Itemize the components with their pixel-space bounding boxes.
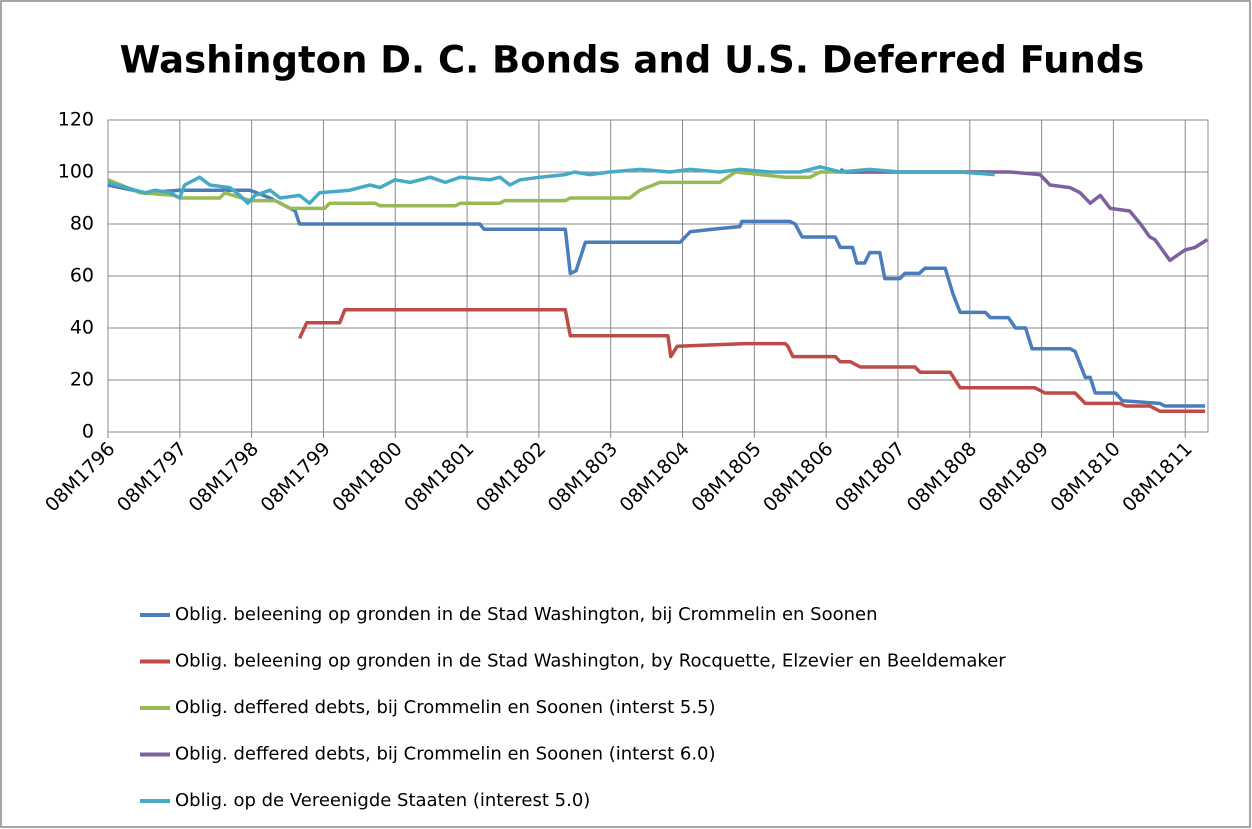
series-line: [107, 165, 995, 205]
legend-label: Oblig. op de Vereenigde Staaten (interes…: [175, 790, 590, 811]
chart-title: Washington D. C. Bonds and U.S. Deferred…: [120, 39, 1145, 82]
y-tick-label: 120: [58, 109, 94, 131]
legend-label: Oblig. deffered debts, bij Crommelin en …: [175, 744, 716, 765]
y-tick-label: 0: [82, 421, 94, 443]
series-line: [839, 167, 1209, 263]
legend-label: Oblig. beleening op gronden in de Stad W…: [175, 651, 1006, 672]
y-tick-label: 80: [70, 213, 94, 235]
series-line: [107, 183, 1206, 408]
legend-label: Oblig. beleening op gronden in de Stad W…: [175, 604, 878, 625]
y-tick-label: 40: [70, 317, 94, 339]
y-tick-label: 20: [70, 369, 94, 391]
series-line: [297, 308, 1206, 413]
series-line: [107, 170, 991, 211]
legend-label: Oblig. deffered debts, bij Crommelin en …: [175, 697, 716, 718]
legend: Oblig. beleening op gronden in de Stad W…: [140, 604, 1006, 811]
y-tick-label: 100: [58, 161, 94, 183]
lines: [107, 165, 1209, 413]
y-tick-label: 60: [70, 265, 94, 287]
